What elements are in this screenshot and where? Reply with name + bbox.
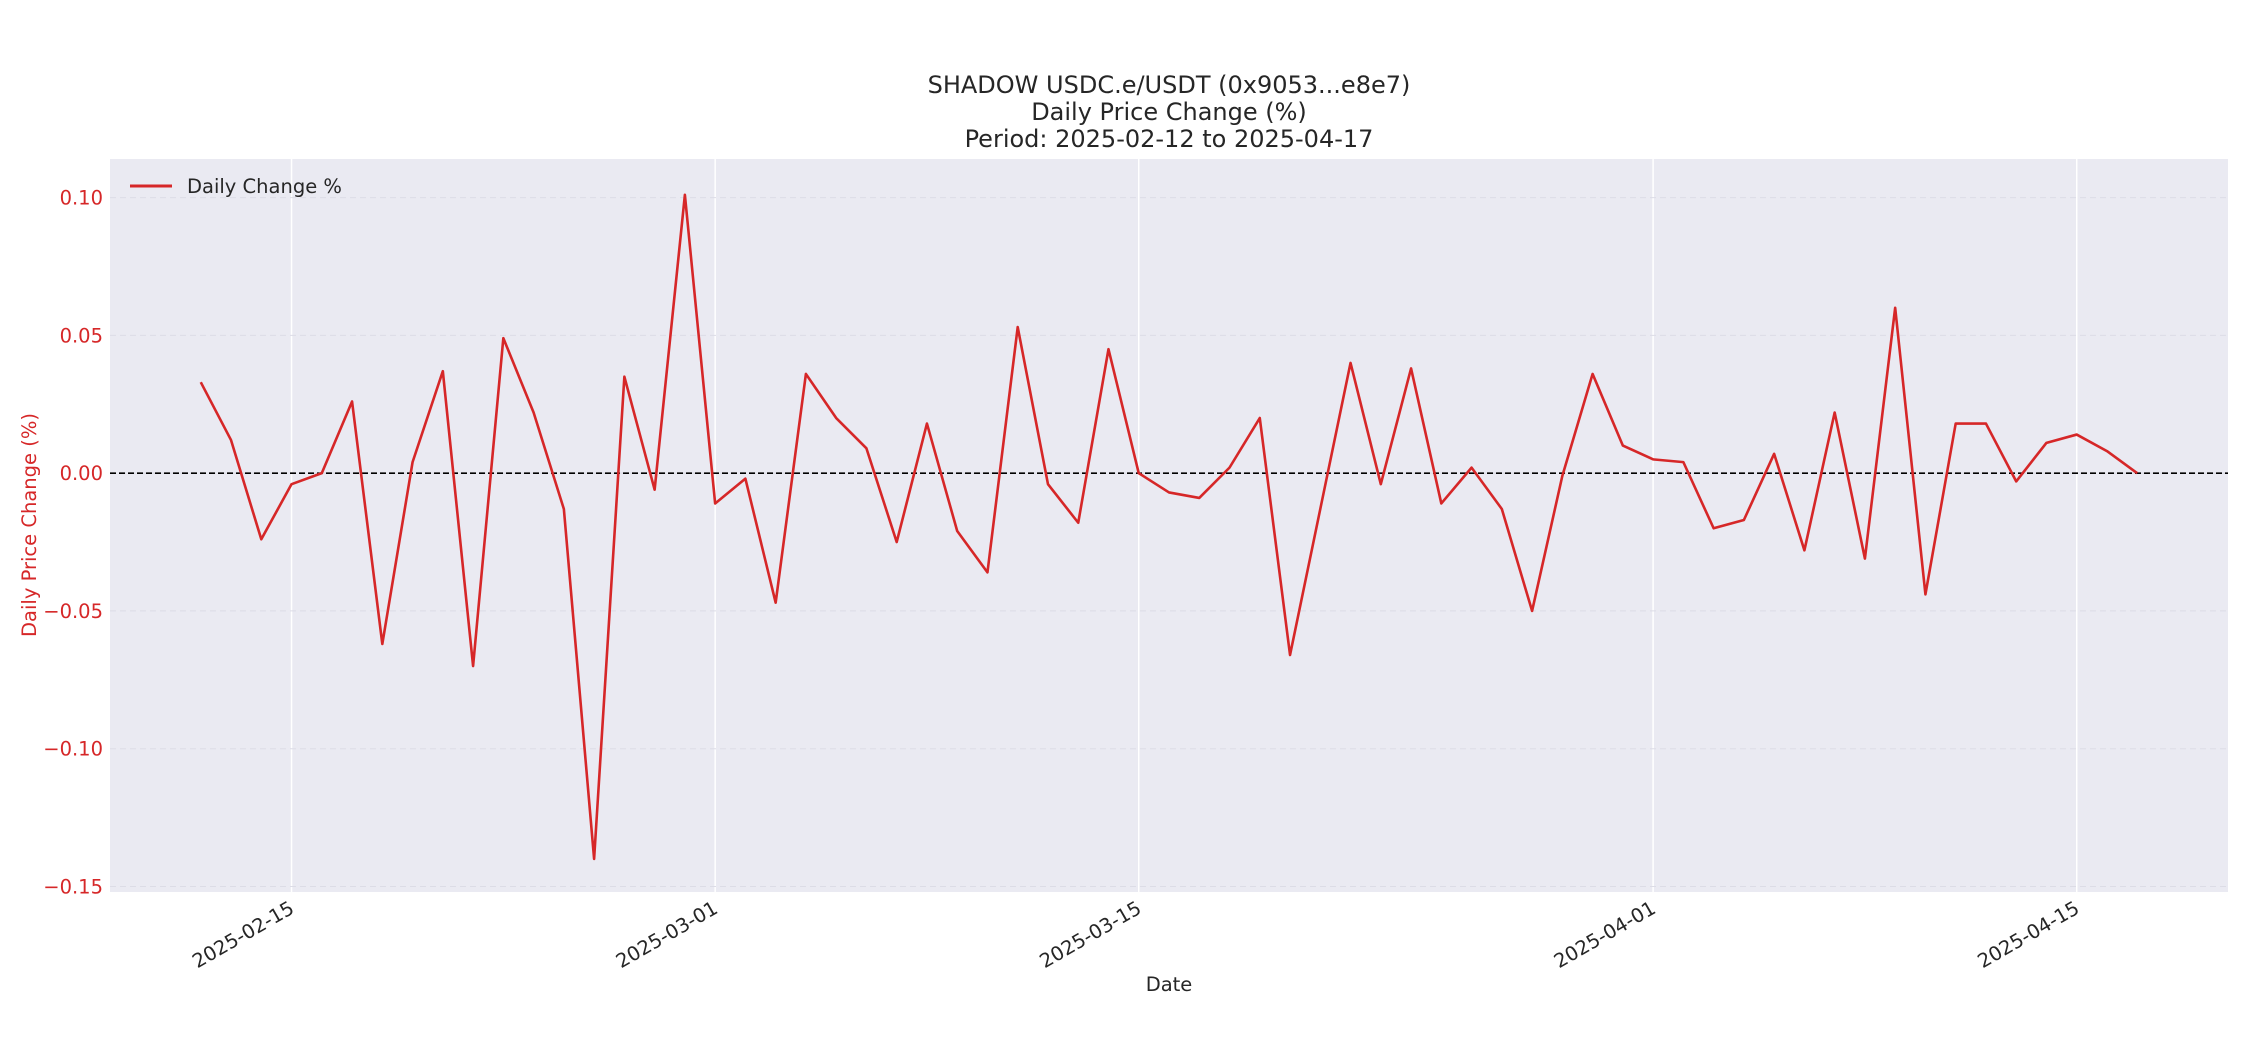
x-tick-label: 2025-03-15 xyxy=(1036,896,1146,973)
y-tick-labels: 0.10 0.05 0.00 −0.05 −0.10 −0.15 xyxy=(43,187,103,899)
y-tick-label: 0.00 xyxy=(60,462,103,485)
x-gridlines xyxy=(290,159,2078,892)
y-tick-label: −0.15 xyxy=(43,875,103,898)
x-tick-label: 2025-02-15 xyxy=(188,896,298,973)
x-tick-labels: 2025-02-15 2025-03-01 2025-03-15 2025-04-01… xyxy=(188,896,2083,973)
x-tick-label: 2025-03-01 xyxy=(612,896,722,973)
x-tick-label: 2025-04-01 xyxy=(1550,896,1660,973)
y-tick-label: 0.10 xyxy=(60,187,103,210)
chart-title-line-3: Period: 2025-02-12 to 2025-04-17 xyxy=(965,125,1374,153)
legend: Daily Change % xyxy=(130,175,342,198)
y-tick-label: −0.05 xyxy=(43,600,103,623)
plot-area xyxy=(110,159,2228,892)
chart-title-line-2: Daily Price Change (%) xyxy=(1031,98,1307,126)
series-line-daily-change xyxy=(199,193,2138,861)
chart-title: SHADOW USDC.e/USDT (0x9053...e8e7) Daily… xyxy=(928,71,1411,153)
y-axis-label: Daily Price Change (%) xyxy=(18,413,41,637)
series-lines xyxy=(199,193,2138,861)
y-tick-label: −0.10 xyxy=(43,738,103,761)
legend-entry-daily-change: Daily Change % xyxy=(187,175,342,198)
x-axis-label: Date xyxy=(1146,973,1193,996)
chart-title-line-1: SHADOW USDC.e/USDT (0x9053...e8e7) xyxy=(928,71,1411,99)
x-tick-label: 2025-04-15 xyxy=(1974,896,2084,973)
y-tick-label: 0.05 xyxy=(60,324,103,347)
